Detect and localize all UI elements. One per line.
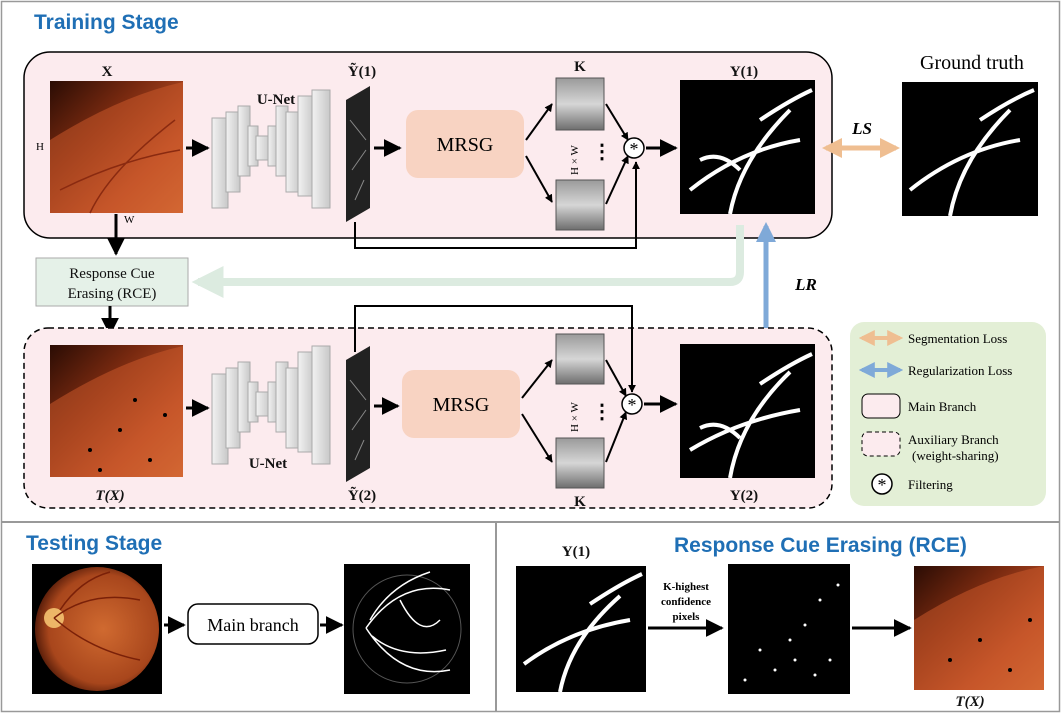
y-tilde-1-map (346, 86, 370, 222)
unet-aux-label: U-Net (249, 456, 287, 472)
rce-box (35, 257, 189, 307)
y2-output-map (680, 344, 815, 479)
rce-input-map (516, 566, 646, 693)
filter-main-star: * (630, 139, 639, 159)
arrow-k-bottom-filter (605, 155, 629, 205)
legend-filter-label: Filtering (908, 477, 953, 492)
filter-aux-icon (621, 393, 643, 415)
mrsg-main-label: MRSG (437, 134, 494, 156)
ground-truth-label: Ground truth (920, 52, 1024, 74)
dim-h-label: H (36, 141, 44, 153)
legend-filter-icon (871, 473, 893, 495)
k-main-label: K (574, 59, 586, 75)
test-fundus-image (32, 564, 162, 694)
input-fundus-image (50, 81, 183, 214)
rce-arrow-text-3: pixels (673, 611, 701, 623)
arrow-mrsg-k-top (525, 103, 553, 141)
rce-topk-map (728, 564, 850, 694)
legend-aux-label-2: (weight-sharing) (912, 448, 999, 463)
test-output-map (344, 564, 470, 694)
mrsg-aux-label: MRSG (433, 394, 490, 416)
mrsg-main-box (406, 110, 524, 178)
arrow-k2-bottom-filter (605, 411, 628, 463)
legend-aux-swatch (861, 431, 901, 457)
y-tilde-2-map (346, 346, 370, 482)
rce-output-image (914, 566, 1044, 690)
legend-filter-star: * (878, 475, 887, 495)
ground-truth-map (902, 82, 1038, 217)
skip-ytilde2-filter (354, 305, 636, 393)
y-tilde-2-label: Ỹ(2) (348, 486, 376, 504)
rce-input-label: Y(1) (562, 544, 590, 560)
legend-aux-label-1: Auxiliary Branch (908, 432, 999, 447)
filter-main-icon (623, 137, 645, 159)
rce-output-label: T(X) (955, 694, 984, 710)
training-stage-heading: Training Stage (34, 11, 179, 34)
y2-output-label: Y(2) (730, 488, 758, 504)
test-main-branch-label: Main branch (207, 615, 298, 635)
dots-aux-label: ⋮ (592, 401, 612, 423)
k-aux-label: K (574, 494, 586, 510)
k-patch-bottom (555, 179, 605, 231)
arrow-mrsg2-k-bottom (521, 413, 553, 463)
hw-main-label: H × W (569, 145, 581, 175)
aux-input-label: T(X) (95, 488, 124, 504)
rce-box-line2: Erasing (RCE) (68, 286, 157, 302)
dots-main-label: ⋮ (592, 141, 612, 163)
loss-s-label: LS (851, 119, 872, 138)
arrow-mrsg2-k-top (521, 359, 553, 399)
legend-seg-label: Segmentation Loss (908, 331, 1007, 346)
y1-output-map (680, 80, 815, 215)
k-patch-top (555, 77, 605, 131)
hw-aux-label: H × W (569, 402, 581, 432)
y1-output-label: Y(1) (730, 64, 758, 80)
legend-main-swatch (861, 393, 901, 419)
feedback-arrow-rce (191, 225, 744, 298)
unet-main-icon (211, 89, 331, 209)
rce-arrow-text-1: K-highest (663, 581, 709, 593)
k-aux-patch-top (555, 333, 605, 385)
rce-box-line1: Response Cue (69, 266, 155, 282)
unet-main-label: U-Net (257, 92, 295, 108)
k-aux-patch-bottom (555, 437, 605, 489)
filter-aux-star: * (628, 395, 637, 415)
test-main-branch-box (187, 603, 319, 645)
rce-arrow-text-2: confidence (661, 596, 711, 608)
arrow-mrsg-k-bottom (525, 155, 553, 203)
rce-stage-heading: Response Cue Erasing (RCE) (674, 534, 967, 557)
testing-stage-heading: Testing Stage (26, 532, 162, 555)
skip-ytilde-filter (354, 161, 640, 249)
legend-reg-label: Regularization Loss (908, 363, 1012, 378)
y-tilde-1-label: Ỹ(1) (348, 62, 376, 80)
loss-r-label: LR (794, 275, 817, 294)
arrow-k-top-filter (605, 103, 629, 141)
unet-aux-icon (211, 345, 331, 465)
legend-main-label: Main Branch (908, 399, 977, 414)
mrsg-aux-box (402, 370, 520, 438)
arrow-k2-top-filter (605, 359, 627, 397)
input-x-label: X (102, 64, 113, 80)
aux-input-image (50, 345, 183, 477)
dim-w-label: W (124, 214, 135, 226)
